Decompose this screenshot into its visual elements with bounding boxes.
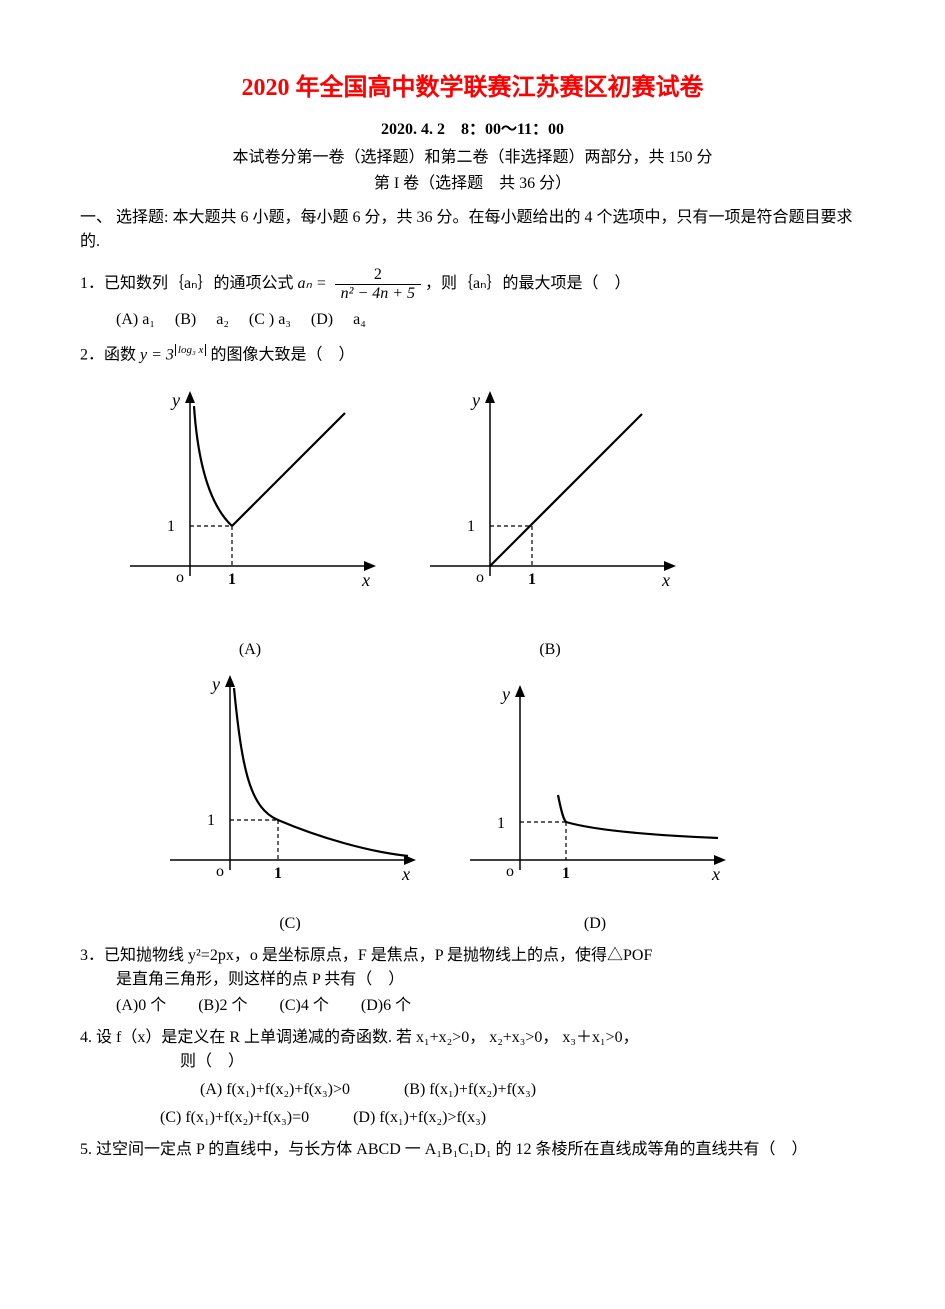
q3-line1: 3．已知抛物线 y²=2px，o 是坐标原点，F 是焦点，P 是抛物线上的点，使… <box>80 944 865 968</box>
q4-optA: (A) f(x₁)+f(x₂)+f(x₃)>0 <box>200 1081 350 1098</box>
question-5: 5. 过空间一定点 P 的直线中，与长方体 ABCD 一 A₁B₁C₁D₁ 的 … <box>80 1138 865 1162</box>
chart-A: y x o 1 1 <box>110 376 390 636</box>
svg-text:1: 1 <box>562 865 570 882</box>
chart-B: y x o 1 1 <box>410 376 690 636</box>
q2-stem-post: 的图像大致是（ ） <box>210 347 354 364</box>
chart-B-label: (B) <box>410 638 690 662</box>
question-3: 3．已知抛物线 y²=2px，o 是坐标原点，F 是焦点，P 是抛物线上的点，使… <box>80 944 865 1018</box>
chart-C-cell: y x o 1 1 (C) <box>150 660 430 936</box>
svg-text:1: 1 <box>207 812 215 829</box>
chart-B-cell: y x o 1 1 (B) <box>410 376 690 662</box>
svg-text:1: 1 <box>274 865 282 882</box>
svg-text:y: y <box>210 674 220 694</box>
question-1: 1．已知数列｛aₙ｝的通项公式 aₙ = 2 n² − 4n + 5 ，则｛aₙ… <box>80 266 865 332</box>
q4-line1: 4. 设 f（x）是定义在 R 上单调递减的奇函数. 若 x₁+x₂>0， x₂… <box>80 1026 865 1050</box>
q3-options: (A)0 个 (B)2 个 (C)4 个 (D)6 个 <box>80 994 865 1018</box>
q1-stem-post: ，则｛aₙ｝的最大项是（ ） <box>425 272 630 296</box>
chart-D-cell: y x o 1 1 (D) <box>450 660 740 936</box>
q1-stem-pre: 1．已知数列｛aₙ｝的通项公式 <box>80 272 293 296</box>
q2-stem-pre: 2．函数 <box>80 347 140 364</box>
svg-text:o: o <box>176 569 184 586</box>
chart-C: y x o 1 1 <box>150 660 430 910</box>
page-title: 2020 年全国高中数学联赛江苏赛区初赛试卷 <box>80 70 865 106</box>
q4-optB: (B) f(x₁)+f(x₂)+f(x₃) <box>404 1081 536 1098</box>
paper-desc: 本试卷分第一卷（选择题）和第二卷（非选择题）两部分，共 150 分 <box>80 146 865 170</box>
q4-optD: (D) f(x₁)+f(x₂)>f(x₃) <box>353 1109 486 1126</box>
svg-text:o: o <box>216 863 224 880</box>
chart-row-2: y x o 1 1 (C) y x o 1 1 <box>110 660 865 936</box>
q1-frac-den: n² − 4n + 5 <box>335 285 421 303</box>
svg-text:x: x <box>661 570 670 590</box>
svg-text:o: o <box>506 863 514 880</box>
datetime-line: 2020. 4. 2 8：00～11：00 <box>80 118 865 142</box>
q2-exponent: log₃ x <box>175 344 207 356</box>
chart-A-cell: y x o 1 1 (A) <box>110 376 390 662</box>
svg-text:1: 1 <box>467 518 475 535</box>
chart-row-1: y x o 1 1 (A) y x <box>110 376 865 662</box>
svg-text:1: 1 <box>228 571 236 588</box>
svg-text:o: o <box>476 569 484 586</box>
instructions: 一、 选择题: 本大题共 6 小题，每小题 6 分，共 36 分。在每小题给出的… <box>80 206 865 254</box>
chart-D: y x o 1 1 <box>450 660 740 910</box>
chart-A-label: (A) <box>110 638 390 662</box>
chart-C-label: (C) <box>150 912 430 936</box>
svg-text:1: 1 <box>528 571 536 588</box>
svg-text:1: 1 <box>497 815 505 832</box>
svg-text:x: x <box>401 864 410 884</box>
section1-header: 第 I 卷（选择题 共 36 分） <box>80 172 865 196</box>
svg-text:y: y <box>470 390 480 410</box>
svg-text:y: y <box>170 390 180 410</box>
svg-text:x: x <box>361 570 370 590</box>
svg-text:1: 1 <box>167 518 175 535</box>
svg-text:x: x <box>711 864 720 884</box>
q5-line: 5. 过空间一定点 P 的直线中，与长方体 ABCD 一 A₁B₁C₁D₁ 的 … <box>80 1138 865 1162</box>
q3-line2: 是直角三角形，则这样的点 P 共有（ ） <box>80 968 865 992</box>
question-4: 4. 设 f（x）是定义在 R 上单调递减的奇函数. 若 x₁+x₂>0， x₂… <box>80 1026 865 1130</box>
q1-options: (A) a₁ (B) a₂ (C ) a₃ (D) a₄ <box>80 308 865 332</box>
q2-y-equals: y = 3 <box>140 347 174 364</box>
svg-text:y: y <box>500 684 510 704</box>
q4-optC: (C) f(x₁)+f(x₂)+f(x₃)=0 <box>160 1109 309 1126</box>
q1-frac-num: 2 <box>335 266 421 285</box>
q1-fraction: 2 n² − 4n + 5 <box>335 266 421 302</box>
chart-D-label: (D) <box>450 912 740 936</box>
question-2: 2．函数 y = 3log₃ x 的图像大致是（ ） <box>80 342 865 367</box>
q1-an: aₙ = <box>297 272 326 296</box>
q4-line2: 则（ ） <box>80 1050 865 1074</box>
